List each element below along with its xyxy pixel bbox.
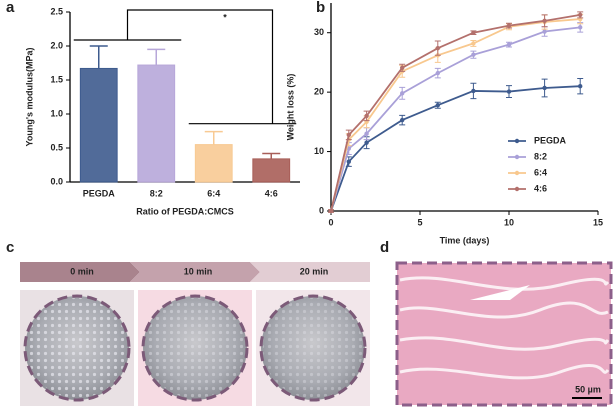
x-tick-label: 15 (593, 217, 603, 227)
legend-marker (514, 186, 520, 192)
data-point (506, 23, 512, 28)
data-point (435, 45, 440, 51)
y-tick-label: 1.0 (50, 108, 63, 118)
y-tick-label: 30 (314, 27, 324, 37)
y-axis-label: Weight loss (%) (285, 74, 295, 141)
data-point (364, 113, 369, 119)
panel-letter: d (380, 239, 389, 256)
y-tick-label: 1.5 (50, 74, 63, 84)
y-tick-label: 2.5 (50, 6, 63, 16)
y-tick-label: 0.0 (50, 176, 63, 186)
legend-marker (514, 138, 520, 144)
x-tick-label: 10 (504, 217, 514, 227)
x-axis-label: Time (days) (440, 235, 490, 245)
legend-label: 4:6 (534, 183, 547, 193)
data-point (328, 208, 334, 214)
x-tick-label: PEGDA (83, 188, 116, 198)
scale-bar-label: 50 µm (575, 384, 601, 394)
legend-marker (514, 154, 520, 160)
data-point (346, 132, 351, 138)
bar (194, 144, 233, 183)
legend-label: 6:4 (534, 167, 547, 177)
data-point (506, 42, 512, 47)
x-tick-label: 5 (417, 217, 422, 227)
data-point (346, 159, 351, 164)
panel-letter: c (6, 239, 14, 256)
significance-mark: * (223, 12, 227, 22)
significance-bracket (73, 9, 297, 125)
error-bar (89, 45, 108, 69)
y-tick-label: 10 (314, 146, 324, 156)
data-point (364, 140, 369, 145)
error-bar (147, 48, 166, 66)
legend-marker (514, 170, 520, 176)
data-point (471, 52, 476, 57)
data-point (435, 103, 440, 108)
time-label: 0 min (70, 266, 94, 276)
x-tick-label: 8:2 (150, 188, 163, 198)
x-axis-label: Ratio of PEGDA:CMCS (136, 206, 234, 216)
y-tick-label: 0.5 (50, 142, 63, 152)
y-tick-label: 0 (319, 205, 324, 215)
data-point (578, 84, 583, 89)
y-tick-label: 2.0 (50, 40, 63, 50)
data-point (542, 85, 547, 91)
sample-photos (20, 290, 370, 406)
x-tick-label: 0 (328, 217, 333, 227)
data-point (400, 117, 405, 123)
bar (252, 158, 291, 183)
x-tick-label: 6:4 (207, 188, 220, 198)
data-point (506, 89, 512, 94)
panel-letter: b (316, 0, 325, 16)
data-point (471, 30, 476, 35)
panel-letter: a (6, 0, 15, 16)
y-tick-label: 20 (314, 87, 324, 97)
x-tick-label: 4:6 (265, 188, 278, 198)
bar (137, 64, 176, 183)
y-axis-label: Young's modulus(MPa) (24, 48, 34, 147)
data-point (578, 12, 583, 18)
legend-label: 8:2 (534, 151, 547, 161)
data-point (542, 18, 547, 24)
data-point (364, 131, 369, 136)
data-point (471, 88, 476, 94)
data-point (400, 91, 405, 96)
process-arrows (20, 262, 370, 282)
data-point (578, 25, 583, 30)
data-point (400, 65, 405, 70)
series-line (330, 13, 581, 212)
error-bar (204, 130, 223, 145)
legend-label: PEGDA (534, 135, 567, 145)
data-point (542, 29, 547, 34)
time-label: 20 min (300, 266, 329, 276)
data-point (471, 41, 476, 46)
histology-image (395, 261, 613, 407)
time-label: 10 min (184, 266, 213, 276)
error-bar (262, 152, 281, 159)
data-point (435, 70, 440, 76)
bar (79, 67, 118, 183)
